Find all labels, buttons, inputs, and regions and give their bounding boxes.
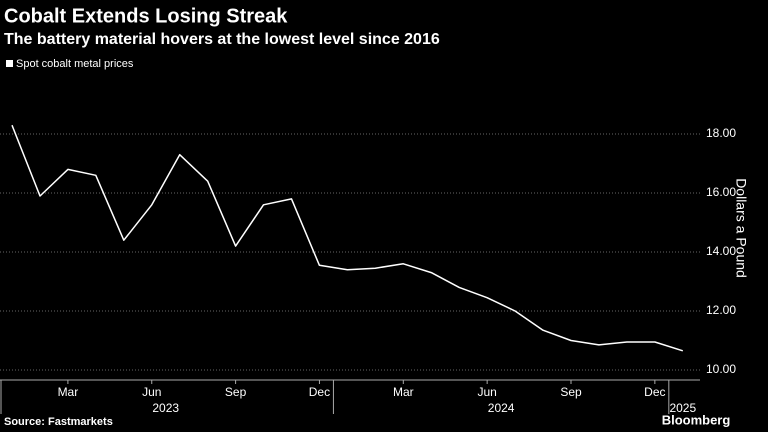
x-tick-label: Mar [58, 385, 79, 399]
x-tick-label: Dec [644, 385, 665, 399]
y-tick-label: 12.00 [706, 303, 736, 317]
year-label: 2025 [669, 401, 696, 415]
legend-label: Spot cobalt metal prices [16, 58, 134, 70]
year-label: 2024 [488, 401, 515, 415]
x-tick-label: Sep [560, 385, 582, 399]
chart-title: Cobalt Extends Losing Streak [4, 5, 288, 27]
credit: Bloomberg [662, 412, 731, 427]
x-tick-label: Jun [142, 385, 161, 399]
x-tick-label: Mar [393, 385, 414, 399]
y-tick-label: 14.00 [706, 244, 736, 258]
y-tick-label: 10.00 [706, 362, 736, 376]
source: Source: Fastmarkets [4, 416, 113, 428]
y-tick-label: 16.00 [706, 185, 736, 199]
price-line [11, 124, 684, 352]
chart-subtitle: The battery material hovers at the lowes… [4, 31, 440, 48]
year-label: 2023 [152, 401, 179, 415]
x-tick-label: Dec [309, 385, 330, 399]
x-tick-label: Sep [225, 385, 247, 399]
y-axis-label: Dollars a Pound [733, 178, 749, 278]
y-tick-label: 18.00 [706, 126, 736, 140]
x-tick-label: Jun [477, 385, 496, 399]
legend-swatch [6, 60, 13, 67]
